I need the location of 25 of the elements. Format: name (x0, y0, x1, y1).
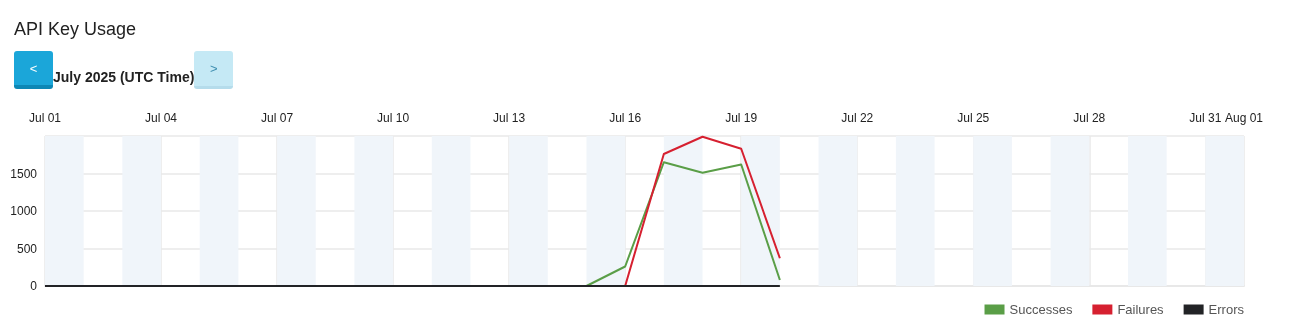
x-tick-label: Aug 01 (1224, 111, 1264, 125)
chart-subtitle: July 2025 (UTC Time) (53, 69, 195, 85)
y-tick-label: 1000 (10, 204, 38, 218)
legend-label: Errors (1208, 302, 1245, 317)
previous-button: < (14, 51, 53, 89)
x-tick-label: Jul 16 (609, 111, 642, 125)
line-series (585, 161, 781, 287)
x-tick-label: Jul 13 (493, 111, 526, 125)
x-tick-label: Jul 19 (725, 111, 758, 125)
x-tick-label: Jul 22 (841, 111, 874, 125)
line-series (624, 135, 781, 287)
x-tick-label: Jul 10 (377, 111, 410, 125)
x-tick-label: Jul 31 (1189, 111, 1222, 125)
x-tick-label: Jul 07 (261, 111, 294, 125)
x-tick-label: Jul 01 (28, 111, 62, 125)
next-button: > (194, 51, 234, 89)
x-tick-label: Jul 04 (145, 111, 178, 125)
x-tick-label: Jul 25 (957, 111, 990, 125)
y-tick-label: 1500 (10, 166, 38, 181)
y-tick-label: 500 (16, 241, 38, 256)
legend-label: Failures (1117, 302, 1165, 317)
legend-label: Successes (1009, 302, 1073, 317)
x-tick-label: Jul 28 (1073, 111, 1106, 125)
y-tick-label: 0 (30, 279, 38, 293)
chart-title: API Key Usage (14, 19, 137, 40)
